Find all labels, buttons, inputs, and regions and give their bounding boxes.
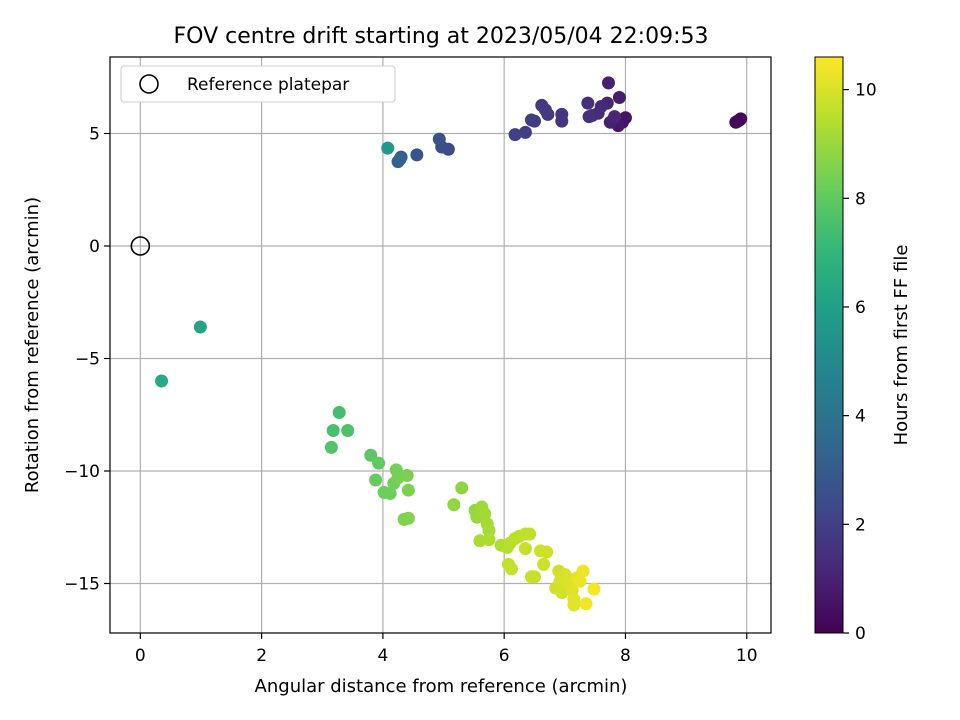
legend-marker-icon <box>139 74 159 94</box>
x-tick-label: 10 <box>736 646 758 666</box>
data-point <box>455 481 469 495</box>
data-points <box>155 76 748 612</box>
y-axis-label: Rotation from reference (arcmin) <box>22 197 43 493</box>
colorbar-gradient <box>814 56 844 634</box>
colorbar-tick-label: 4 <box>855 407 866 427</box>
data-point <box>518 542 532 556</box>
data-point <box>518 125 532 139</box>
colorbar-ticks: 0 2 4 6 8 10 <box>843 81 877 644</box>
data-point <box>482 524 496 538</box>
legend-entry: Reference platepar <box>187 75 349 95</box>
x-axis-ticks: 0 2 4 6 8 10 <box>135 633 758 666</box>
data-point <box>504 562 518 576</box>
data-point <box>567 592 581 606</box>
data-point <box>508 128 522 142</box>
legend: Reference platepar <box>120 65 396 103</box>
data-point <box>612 91 626 104</box>
data-point <box>410 148 424 162</box>
data-point <box>155 374 169 388</box>
data-point <box>447 498 461 512</box>
chart-title: FOV centre drift starting at 2023/05/04 … <box>174 24 709 49</box>
data-point <box>401 511 415 525</box>
data-point <box>400 469 414 482</box>
y-tick-label: 0 <box>89 237 100 257</box>
data-point <box>326 424 340 437</box>
y-tick-label: 5 <box>89 125 100 145</box>
x-tick-label: 2 <box>256 646 267 666</box>
data-point <box>193 320 207 334</box>
data-point <box>341 424 355 437</box>
data-point <box>601 76 615 90</box>
data-point <box>372 456 386 470</box>
data-point <box>579 597 593 611</box>
grid <box>110 57 771 633</box>
colorbar: 0 2 4 6 8 10 Hours from first FF file <box>814 56 912 644</box>
data-point <box>324 440 338 454</box>
data-point <box>576 564 590 578</box>
y-tick-label: −10 <box>64 462 100 482</box>
data-point <box>587 582 601 596</box>
data-point <box>582 110 596 124</box>
colorbar-tick-label: 8 <box>855 189 866 209</box>
data-point <box>432 132 446 146</box>
data-point <box>581 96 595 110</box>
data-point <box>332 406 346 419</box>
y-tick-label: −5 <box>75 350 100 370</box>
data-point <box>369 473 383 487</box>
colorbar-tick-label: 6 <box>855 298 866 318</box>
y-axis-ticks: −15 −10 −5 0 5 <box>64 125 110 595</box>
data-point <box>540 545 554 559</box>
colorbar-label: Hours from first FF file <box>891 245 912 446</box>
data-point <box>729 115 743 129</box>
data-point <box>573 574 587 588</box>
data-point <box>383 487 397 500</box>
data-point <box>524 113 538 127</box>
x-tick-label: 8 <box>620 646 631 666</box>
legend-box <box>120 65 396 103</box>
data-point <box>523 527 537 541</box>
data-point <box>608 110 622 124</box>
data-point <box>537 557 551 571</box>
data-point <box>364 448 378 462</box>
x-axis-label: Angular distance from reference (arcmin) <box>255 676 628 697</box>
data-point <box>381 141 395 155</box>
data-point <box>482 533 496 547</box>
x-tick-label: 6 <box>499 646 510 666</box>
colorbar-tick-label: 0 <box>855 624 866 644</box>
colorbar-tick-label: 2 <box>855 515 866 535</box>
reference-platepar-marker <box>130 236 151 256</box>
data-point <box>527 570 541 584</box>
data-point <box>538 103 552 117</box>
colorbar-tick-label: 10 <box>855 81 877 101</box>
x-tick-label: 0 <box>135 646 146 666</box>
plot-area <box>109 56 772 634</box>
x-tick-label: 4 <box>377 646 388 666</box>
y-tick-label: −15 <box>64 575 100 595</box>
data-point <box>478 507 492 521</box>
plot-frame <box>109 56 772 634</box>
data-point <box>401 483 415 497</box>
data-point <box>393 152 407 166</box>
data-point <box>555 107 569 121</box>
